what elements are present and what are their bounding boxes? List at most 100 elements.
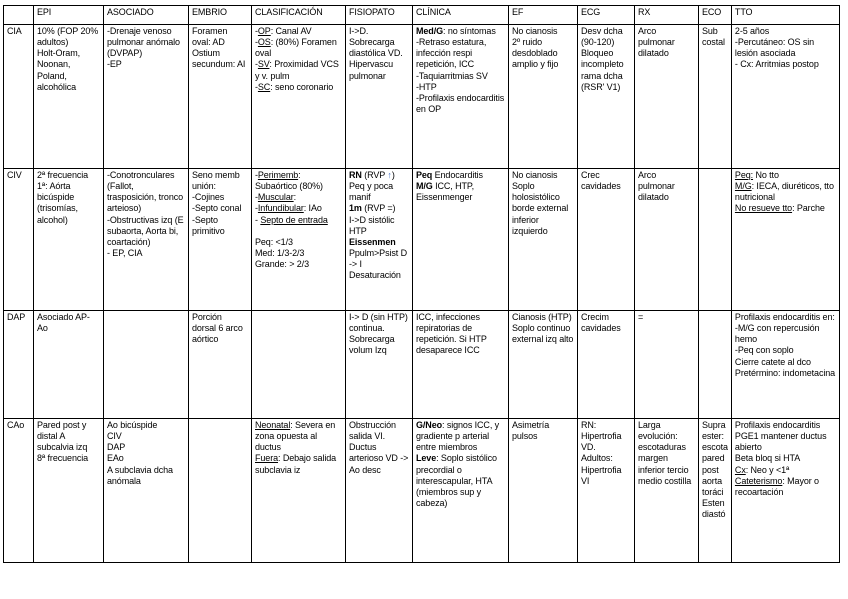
cell-line: Pretérmino: indometacina — [734, 367, 836, 378]
cell-dap-eco — [698, 310, 732, 419]
cell-cao-eco: Supra ester: escota pared post aorta tor… — [698, 418, 732, 563]
cell-line: -SV: Proximidad VCS y v. pulm — [255, 59, 339, 81]
cell-line: ICC, infecciones repiratorias de repetic… — [416, 312, 487, 356]
cell-cia-embrio: Foramen oval: AD Ostium secundum: AI — [188, 24, 252, 169]
cell-line: -OS: (80%) Foramen oval — [255, 37, 337, 59]
column-header-blank — [3, 5, 34, 25]
cell-line: Arco pulmonar dilatado — [638, 170, 675, 203]
cell-line: Peq: <1/3 — [255, 236, 293, 247]
cell-line: Ostium secundum: AI — [192, 48, 246, 70]
cell-dap-rx: = — [634, 310, 699, 419]
column-header-fisiopato: FISIOPATO — [345, 5, 413, 25]
cell-civ-tto: Peq: No tto M/G: IECA, diuréticos, tto nu… — [730, 168, 840, 311]
cell-cao-epi: Pared post y distal A subcalvia izq 8ª fr… — [33, 418, 104, 563]
cell-line: Supra ester: escota pared post aorta tor… — [702, 420, 728, 520]
cell-line: 10% (FOP 20% adultos) — [37, 26, 99, 48]
cell-line: Foramen oval: AD — [192, 26, 228, 48]
cell-dap-embrio: Porción dorsal 6 arco aórtico — [188, 310, 252, 419]
cell-line: PGE1 mantener ductus abierto — [734, 431, 827, 453]
cell-cia-asociado: -Drenaje venoso pulmonar anómalo (DVPAP)… — [103, 24, 189, 169]
cell-line: -Percutáneo: OS sin lesión asociada — [734, 37, 815, 59]
cell-dap-fisiopato: I-> D (sin HTP) continua. Sobrecarga volu… — [345, 310, 413, 419]
cell-line: -EP — [107, 59, 122, 70]
cell-line: Porción dorsal 6 arco aórtico — [192, 312, 243, 345]
cell-line: Ductus arterioso VD -> Ao desc — [349, 442, 409, 475]
cell-line: -Septo primitivo — [192, 214, 225, 236]
cell-civ-clinica: Peq Endocarditis M/G ICC, HTP, Eissenmeng… — [412, 168, 509, 311]
column-header-ef: EF — [508, 5, 578, 25]
cell-line: Sobrecarga diastólica VD. — [349, 37, 403, 59]
congenital-heart-defects-table: EPI ASOCIADO EMBRIO CLASIFICACIÓN FISIOP… — [3, 5, 840, 563]
cell-line: Asimetría pulsos — [512, 420, 550, 442]
cell-civ-epi: 2ª frecuencia 1ª: Aórta bicúspide (trisom… — [33, 168, 104, 311]
cell-line: Neonatal: Severa en zona opuesta al duct… — [255, 420, 336, 453]
cell-line: 8ª frecuencia — [37, 453, 89, 464]
cell-line: I-> D (sin HTP) continua. — [349, 312, 408, 334]
cell-line: -SC: seno coronario — [255, 81, 334, 92]
cell-cao-fisiopato: Obstrucción salida VI. Ductus arterioso V… — [345, 418, 413, 563]
cell-cia-ecg: Desv dcha (90-120) Bloqueo incompleto ram… — [577, 24, 635, 169]
cell-line: No cianosis — [512, 170, 558, 180]
table-row: CIA 10% (FOP 20% adultos) Holt-Oram, Noona… — [3, 24, 840, 169]
cell-cia-clasificacion: -OP: Canal AV -OS: (80%) Foramen oval -SV:… — [251, 24, 346, 169]
cell-line: Arco pulmonar dilatado — [638, 26, 675, 59]
cell-line: -HTP — [416, 81, 437, 92]
cell-civ-eco — [698, 168, 732, 311]
cell-line: Crec cavidades — [581, 170, 621, 192]
cell-line: -Taquiarritmias SV — [416, 70, 488, 81]
cell-line: RN: Hipertrofia VD. — [581, 420, 622, 453]
cell-line: Peq Endocarditis — [416, 170, 483, 180]
cell-line: A subclavia dcha anómala — [107, 464, 173, 486]
cell-cia-rx: Arco pulmonar dilatado — [634, 24, 699, 169]
cell-cia-epi: 10% (FOP 20% adultos) Holt-Oram, Noonan, … — [33, 24, 104, 169]
cell-line: No resueve tto: Parche — [734, 203, 825, 214]
cell-line: Asociado AP-Ao — [37, 312, 90, 334]
cell-line: Seno memb unión: — [192, 170, 240, 192]
cell-line: Peq y poca manif — [349, 181, 394, 203]
table-row: CIV 2ª frecuencia 1ª: Aórta bicúspide (tri… — [3, 168, 840, 311]
cell-dap-ef: Cianosis (HTP) Soplo continuo external iz… — [508, 310, 578, 419]
cell-line: Bloqueo incompleto rama dcha (RSR' V1) — [581, 48, 624, 92]
cell-line: Sobrecarga volum Izq — [349, 334, 395, 356]
column-header-eco: ECO — [698, 5, 732, 25]
cell-line: Fuera: Debajo salida subclavia iz — [255, 453, 337, 475]
cell-line: M/G: IECA, diuréticos, tto nutricional — [734, 181, 834, 203]
column-header-asociado: ASOCIADO — [103, 5, 189, 25]
cell-line: Hipervascu pulmonar — [349, 59, 394, 81]
cell-line: Soplo holosistólico borde external infer… — [512, 181, 569, 236]
cell-line: Beta bloq si HTA — [734, 453, 801, 464]
cell-line: 2º ruido desdoblado amplio y fijo — [512, 37, 559, 70]
cell-line: Holt-Oram, Noonan, Poland, alcohólica — [37, 48, 81, 92]
cell-line: Leve: Soplo sistólico precordial o inter… — [416, 453, 497, 509]
cell-line: 1ª: Aórta bicúspide (trisomías, alcohol) — [37, 181, 78, 225]
row-label: DAP — [3, 310, 34, 419]
cell-civ-clasificacion: -Perimemb: Subaórtico (80%) -Muscular: -In… — [251, 168, 346, 311]
cell-line: - EP, CIA — [107, 248, 143, 259]
cell-cao-rx: Larga evolución: escotaduras margen infe… — [634, 418, 699, 563]
cell-line: -Drenaje venoso pulmonar anómalo (DVPAP) — [107, 26, 180, 59]
cell-line: -Conotronculares (Fallot, trasposición, … — [107, 170, 184, 214]
cell-line: I->D sistólic HTP — [349, 214, 395, 236]
cell-cia-tto: 2-5 años -Percutáneo: OS sin lesión asoci… — [730, 24, 840, 169]
column-header-clinica: CLÍNICA — [412, 5, 509, 25]
cell-line: Cierre catete al dco — [734, 356, 811, 367]
cell-line: Cx: Neo y <1ª — [734, 464, 790, 475]
cell-cao-clinica: G/Neo: signos ICC, y gradiente p arteria… — [412, 418, 509, 563]
cell-cia-ef: No cianosis 2º ruido desdoblado amplio y … — [508, 24, 578, 169]
cell-line: 1m (RVP =) — [349, 203, 396, 214]
header-row: EPI ASOCIADO EMBRIO CLASIFICACIÓN FISIOP… — [3, 5, 840, 25]
cell-line: -Cojines — [192, 192, 225, 203]
cell-line: RN (RVP ↑) — [349, 170, 395, 180]
column-header-tto: TTO — [730, 5, 840, 25]
cell-line: Sub costal — [702, 26, 725, 48]
column-header-clasificacion: CLASIFICACIÓN — [251, 5, 346, 25]
cell-line: Profilaxis endocarditis — [734, 420, 821, 430]
cell-line: -Profilaxis endocarditis en OP — [416, 92, 505, 115]
cell-line: M/G ICC, HTP, Eissenmenger — [416, 181, 475, 203]
cell-line: Grande: > 2/3 — [255, 259, 309, 270]
cell-line: Soplo continuo external izq alto — [512, 323, 574, 345]
cell-line: CIV — [107, 431, 122, 442]
column-header-ecg: ECG — [577, 5, 635, 25]
cell-line: Peq: No tto — [734, 170, 779, 180]
cell-dap-asociado — [103, 310, 189, 419]
